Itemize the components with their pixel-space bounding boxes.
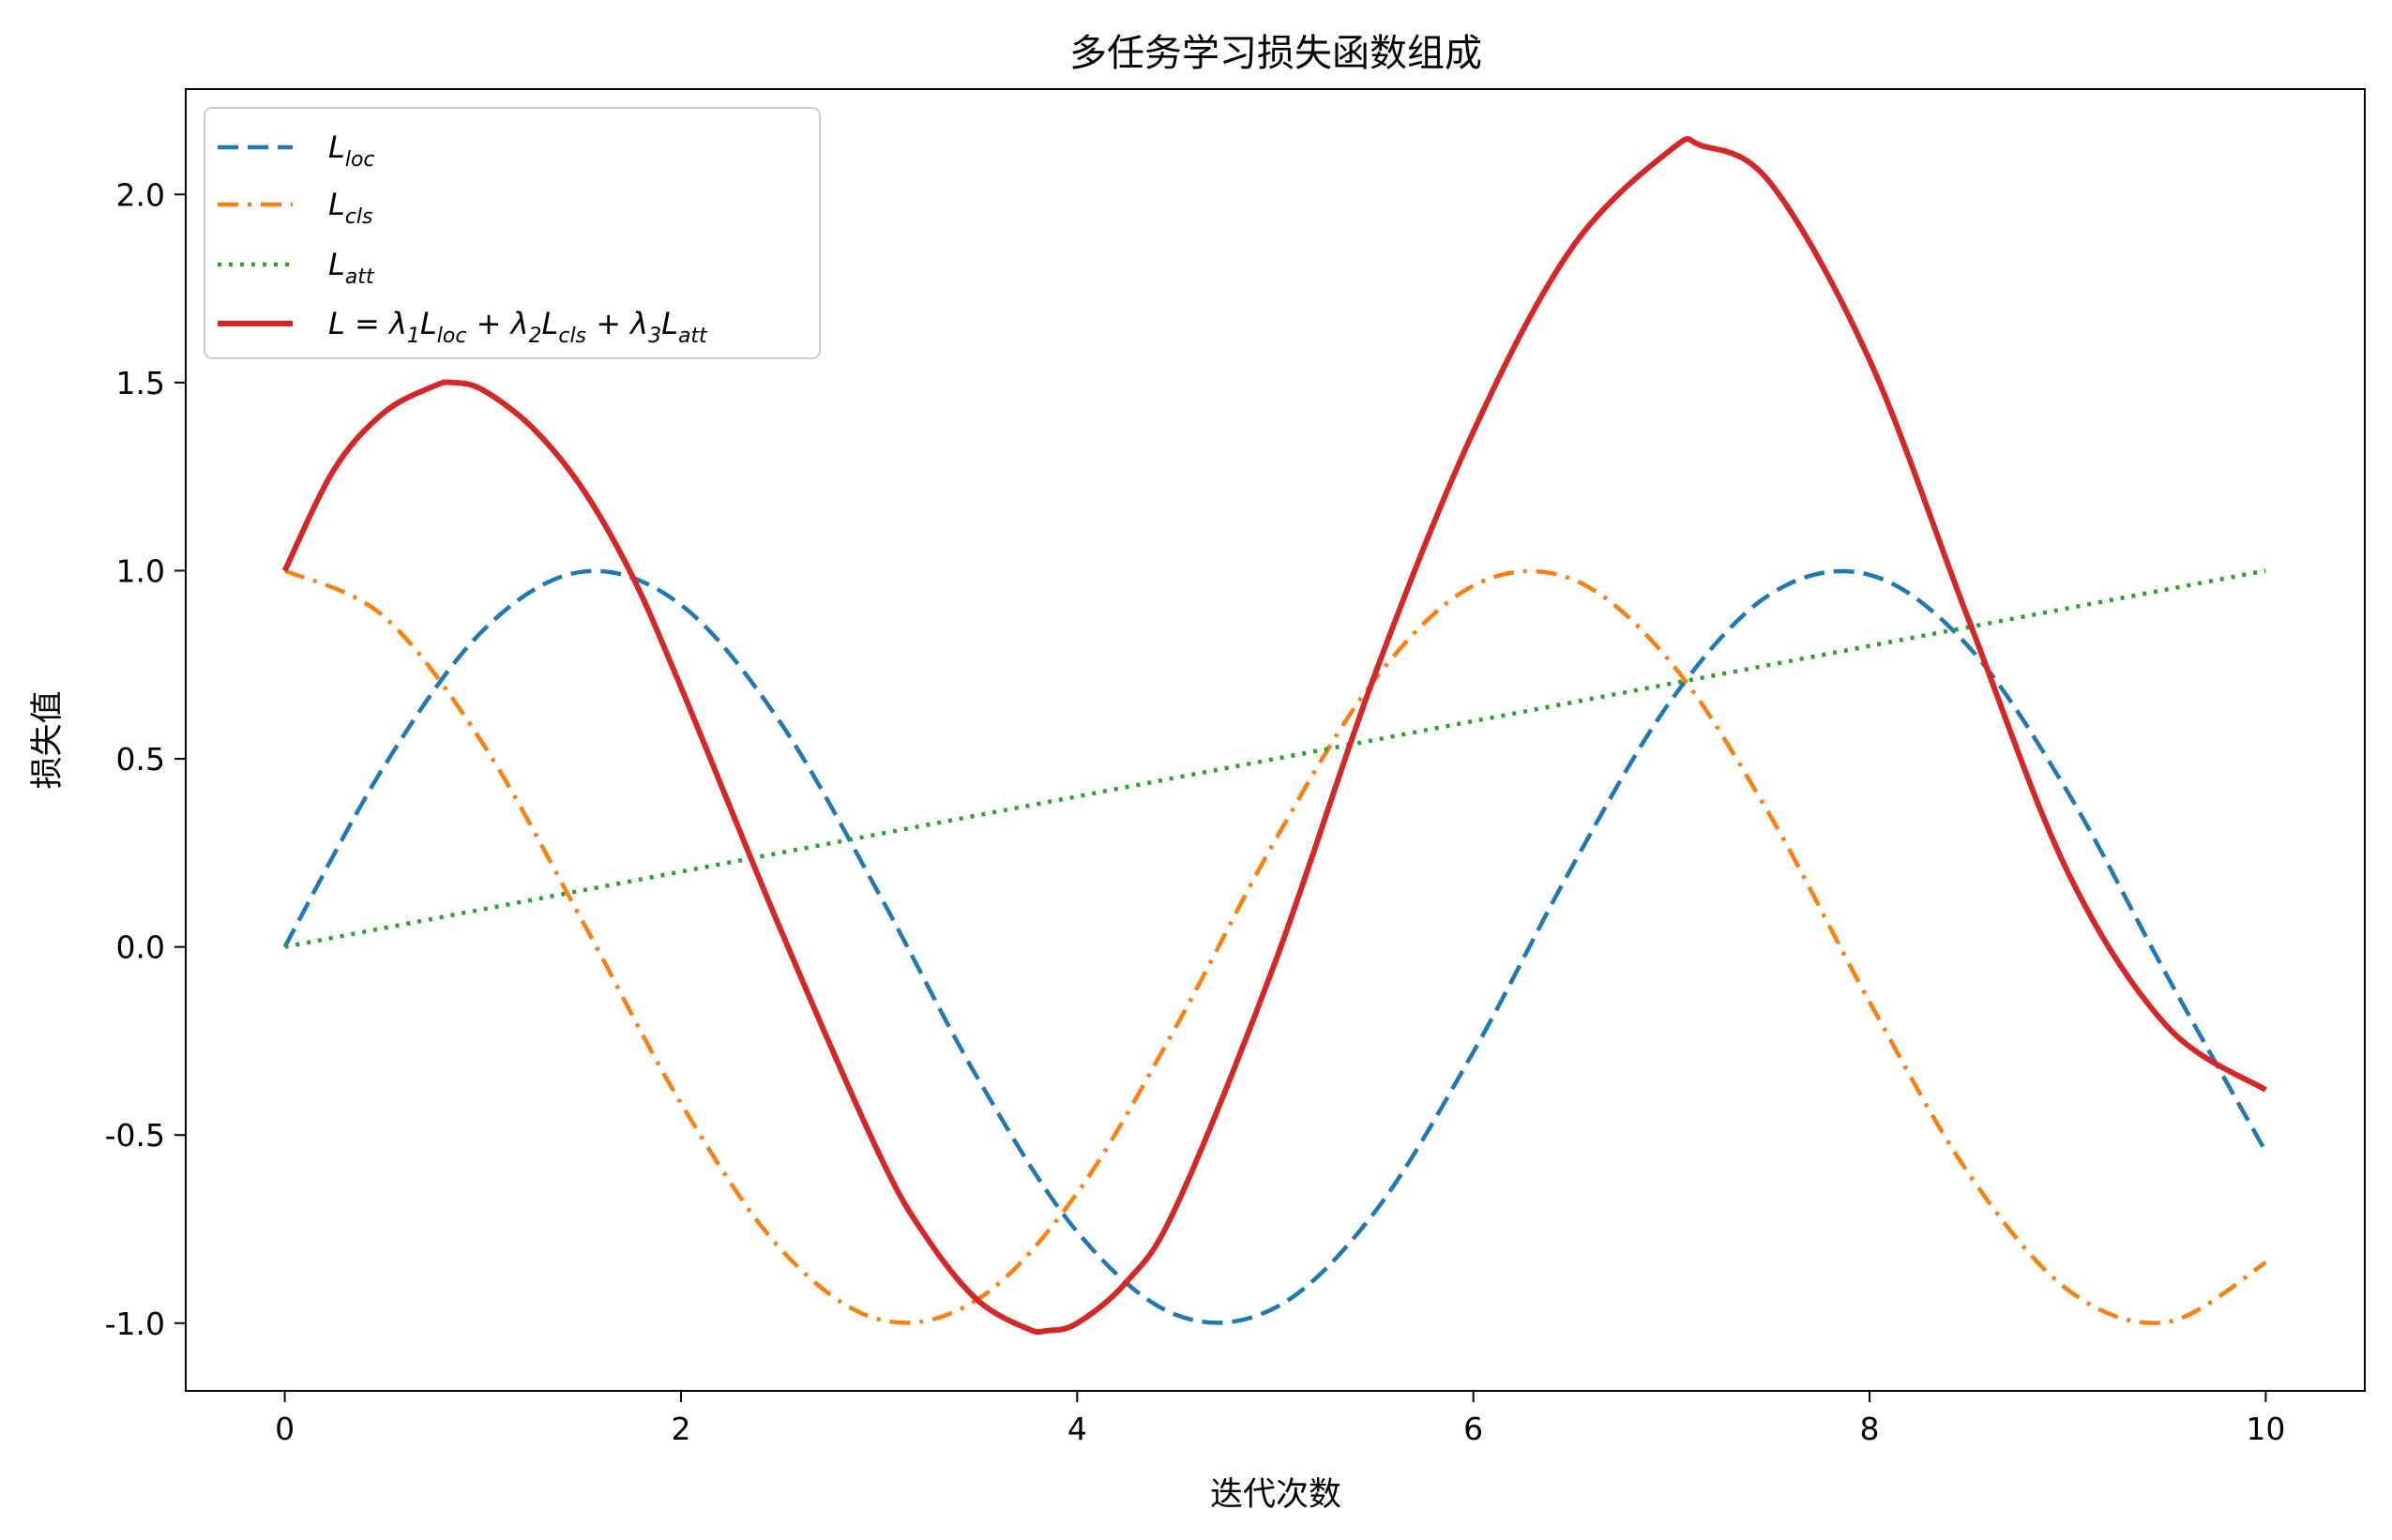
y-axis-ticks: -1.0 -0.5 0.0 0.5 1.0 1.5 2.0 bbox=[105, 176, 186, 1342]
legend: Lloc Lcls Latt L = λ1Lloc + λ2Lcls + λ3Latt bbox=[204, 107, 821, 359]
series-line-3 bbox=[281, 136, 2268, 1336]
x-tick-label: 6 bbox=[1463, 1411, 1483, 1447]
legend-label-2: Latt bbox=[328, 247, 375, 289]
x-axis-title: 迭代次数 bbox=[1210, 1476, 1341, 1514]
y-tick-label: 2.0 bbox=[116, 176, 165, 213]
series-line-0 bbox=[282, 568, 2268, 1325]
x-tick-label: 8 bbox=[1860, 1411, 1880, 1447]
x-axis-ticks: 0 2 4 6 8 10 bbox=[275, 1391, 2285, 1447]
y-tick-label: 1.0 bbox=[116, 552, 165, 589]
x-tick-label: 4 bbox=[1067, 1411, 1087, 1447]
x-tick-label: 2 bbox=[671, 1411, 690, 1447]
series-line-1 bbox=[283, 568, 2267, 1325]
x-tick-label: 10 bbox=[2246, 1411, 2285, 1447]
y-tick-label: 1.5 bbox=[116, 365, 165, 401]
axes-frame bbox=[185, 88, 2366, 1392]
y-tick-label: 0.5 bbox=[116, 741, 165, 778]
x-tick-label: 0 bbox=[275, 1411, 295, 1447]
y-tick-label: -0.5 bbox=[105, 1117, 165, 1154]
plot-area bbox=[281, 136, 2268, 1336]
legend-label-1: Lcls bbox=[328, 187, 373, 229]
legend-box bbox=[204, 107, 821, 359]
y-tick-label: 0.0 bbox=[116, 929, 165, 966]
legend-label-3: L = λ1Lloc + λ2Lcls + λ3Latt bbox=[328, 306, 708, 348]
chart-title: 多任务学习损失函数组成 bbox=[1069, 32, 1482, 75]
y-tick-label: -1.0 bbox=[105, 1306, 165, 1342]
legend-label-0: Lloc bbox=[328, 129, 375, 172]
y-axis-title: 损失值 bbox=[29, 690, 67, 789]
